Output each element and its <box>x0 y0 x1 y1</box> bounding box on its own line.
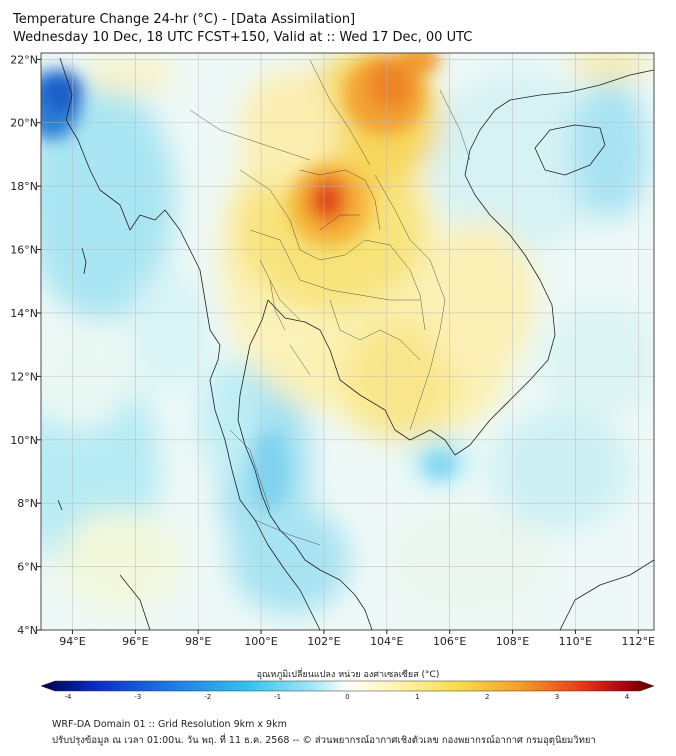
colorbar-tick-label: 1 <box>415 693 419 700</box>
lon-tick-label: 96°E <box>122 635 148 648</box>
temperature-field <box>41 53 654 630</box>
coastline <box>57 57 654 630</box>
lat-tick-label: 6°N <box>17 561 38 574</box>
colorbar-tick-label: -1 <box>274 693 281 700</box>
lat-tick-label: 22°N <box>10 53 38 66</box>
colorbar-ramp <box>40 680 655 692</box>
footer-credit: ปรับปรุงข้อมูล ณ เวลา 01:00น. วัน พฤ. ที… <box>52 735 596 746</box>
colorbar-ticks: -4 -3 -2 -1 0 1 2 3 4 <box>65 693 630 700</box>
lat-tick-label: 20°N <box>10 117 38 130</box>
lon-tick-label: 108°E <box>496 635 529 648</box>
lon-tick-label: 110°E <box>559 635 592 648</box>
colorbar-tick-label: 2 <box>485 693 489 700</box>
lon-tick-label: 104°E <box>370 635 403 648</box>
colorbar-tick-label: -4 <box>65 693 73 700</box>
lat-tick-label: 16°N <box>10 244 38 257</box>
lat-tick-label: 14°N <box>10 307 38 320</box>
colorbar-tick-label: 4 <box>625 693 630 700</box>
footer-model-info: WRF-DA Domain 01 :: Grid Resolution 9km … <box>52 719 287 730</box>
lon-tick-label: 94°E <box>59 635 85 648</box>
lon-tick-label: 100°E <box>244 635 277 648</box>
latitude-axis: 22°N 20°N 18°N 16°N 14°N 12°N 10°N 8°N 6°N 4°N <box>10 53 41 637</box>
lat-tick-label: 4°N <box>17 624 38 637</box>
colorbar-tick-label: 3 <box>555 693 559 700</box>
lat-tick-label: 18°N <box>10 180 38 193</box>
lat-tick-label: 8°N <box>17 497 38 510</box>
plot-frame <box>40 52 655 631</box>
colorbar-tick-label: 0 <box>345 693 349 700</box>
lat-tick-label: 12°N <box>10 370 38 383</box>
colorbar: อุณหภูมิเปลี่ยนแปลง หน่วย องศาเซลเซียส (… <box>40 667 655 700</box>
lon-tick-label: 106°E <box>433 635 466 648</box>
graticule <box>41 53 654 630</box>
colorbar-tick-label: -3 <box>134 693 141 700</box>
map-title: Temperature Change 24-hr (°C) - [Data As… <box>13 12 356 27</box>
map-canvas: 94°E 96°E 98°E 100°E 102°E 104°E 106°E 108°E 110… <box>10 52 655 700</box>
map-subtitle: Wednesday 10 Dec, 18 UTC FCST+150, Valid… <box>13 30 473 45</box>
colorbar-tick-label: -2 <box>204 693 211 700</box>
lat-tick-label: 10°N <box>10 434 38 447</box>
lon-tick-label: 98°E <box>185 635 211 648</box>
colorbar-title: อุณหภูมิเปลี่ยนแปลง หน่วย องศาเซลเซียส (… <box>257 667 440 680</box>
longitude-axis: 94°E 96°E 98°E 100°E 102°E 104°E 106°E 108°E 110… <box>59 630 655 648</box>
province-borders <box>189 59 471 546</box>
lon-tick-label: 112°E <box>622 635 655 648</box>
lon-tick-label: 102°E <box>307 635 340 648</box>
